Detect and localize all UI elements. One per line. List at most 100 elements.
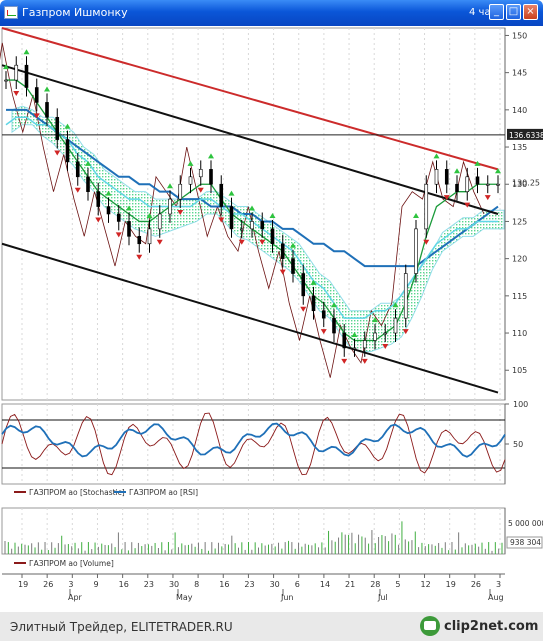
price-candle-body [188,176,193,185]
price-candle-body [434,169,439,185]
up-fractal-marker [413,212,419,218]
price-candle-body [424,183,429,230]
price-tick-label: 130 [512,180,527,189]
price-candle-body [157,213,162,230]
price-tick-label: 115 [512,292,527,301]
price-candle-body [137,236,142,245]
trend-channel-upper [1,64,499,215]
down-fractal-marker [443,195,450,201]
price-candle-body [239,228,244,231]
close-button[interactable]: × [523,4,538,20]
down-fractal-marker [33,113,40,119]
day-tick-label: 6 [295,580,300,589]
window-title: Газпром Ишмонку [22,6,128,19]
day-tick-label: 19 [446,580,456,589]
volume-last-tag [506,536,543,549]
up-fractal-marker [44,86,50,92]
up-fractal-marker [105,190,112,196]
month-tick-label: May [176,593,193,602]
lagging-span-line [0,42,485,378]
day-tick-label: 26 [43,580,53,589]
up-fractal-marker [372,317,378,323]
down-fractal-marker [341,358,348,364]
trend-channel-red [1,27,499,171]
price-candle-body [260,221,265,230]
price-candle-body [178,183,183,200]
price-tick-label: 150 [512,31,527,40]
down-fractal-marker [54,150,61,156]
up-fractal-marker [351,331,358,337]
up-fractal-marker [290,242,296,248]
chart-background [0,26,543,612]
day-tick-label: 23 [144,580,154,589]
up-fractal-marker [454,168,460,174]
down-fractal-marker [156,239,163,245]
day-tick-label: 5 [395,580,400,589]
price-candle-body [116,213,121,222]
up-fractal-marker [249,205,255,211]
up-fractal-marker [187,160,194,166]
day-tick-label: 12 [421,580,431,589]
month-tick-label: Aug [488,593,504,602]
up-fractal-marker [228,190,235,196]
price-candle-body [403,273,408,319]
price-candle-body [45,102,49,118]
price-tick-label: 125 [512,217,527,226]
clip2net-logo: clip2net.com [420,616,538,638]
up-fractal-marker [64,123,71,129]
down-fractal-marker [218,217,225,223]
down-fractal-marker [197,187,204,193]
down-fractal-marker [177,210,184,216]
price-candle-body [209,169,213,185]
month-tick-label: Apr [68,593,83,602]
maximize-button[interactable]: □ [506,4,521,20]
price-candle-body [229,206,234,230]
day-tick-label: 23 [244,580,254,589]
down-fractal-marker [423,239,430,245]
down-fractal-marker [361,358,368,364]
price-candle-body [24,64,29,88]
price-tick-label: 135 [512,143,527,152]
day-tick-label: 3 [496,580,501,589]
up-fractal-marker [3,64,9,70]
price-candle-body [86,176,90,192]
last-price-label: 130.25 [512,178,540,187]
up-fractal-marker [331,302,337,308]
price-candle-body [455,183,459,192]
price-candle-body [34,87,39,103]
price-tick-label: 110 [512,329,527,338]
price-candle-body [496,183,500,186]
price-chart: 150145140135130125120115110105136.633813… [0,26,543,612]
price-candle-body [14,64,19,81]
day-tick-label: 21 [345,580,355,589]
resistance-price-label: 136.6338 [509,131,543,140]
window-titlebar: Газпром Ишмонку 4 часа _ □ × [0,0,543,26]
down-fractal-marker [484,195,491,201]
day-tick-label: 3 [68,580,73,589]
price-tick-label: 140 [512,106,527,115]
timeframe-label: 4 часа [469,7,503,18]
down-fractal-marker [136,254,143,260]
minimize-button[interactable]: _ [489,4,504,20]
day-tick-label: 30 [270,580,280,589]
price-candle-body [342,332,347,349]
up-fractal-marker [269,212,276,218]
price-candle-body [301,273,306,297]
oscillator-tick-label: 100 [513,400,528,409]
price-candle-body [332,317,336,334]
price-candle-body [362,340,367,349]
up-fractal-marker [495,168,501,174]
down-fractal-marker [464,202,471,208]
down-fractal-marker [382,343,389,349]
rsi-line [1,422,506,458]
down-fractal-marker [238,239,245,245]
price-candle-body [198,169,203,178]
price-candle-body [127,221,131,237]
up-fractal-marker [126,205,132,211]
price-candle-body [414,228,418,274]
up-fractal-marker [167,183,173,189]
price-candle-body [485,183,490,186]
up-fractal-marker [208,153,214,159]
price-candle-body [311,295,316,312]
day-tick-label: 16 [119,580,129,589]
